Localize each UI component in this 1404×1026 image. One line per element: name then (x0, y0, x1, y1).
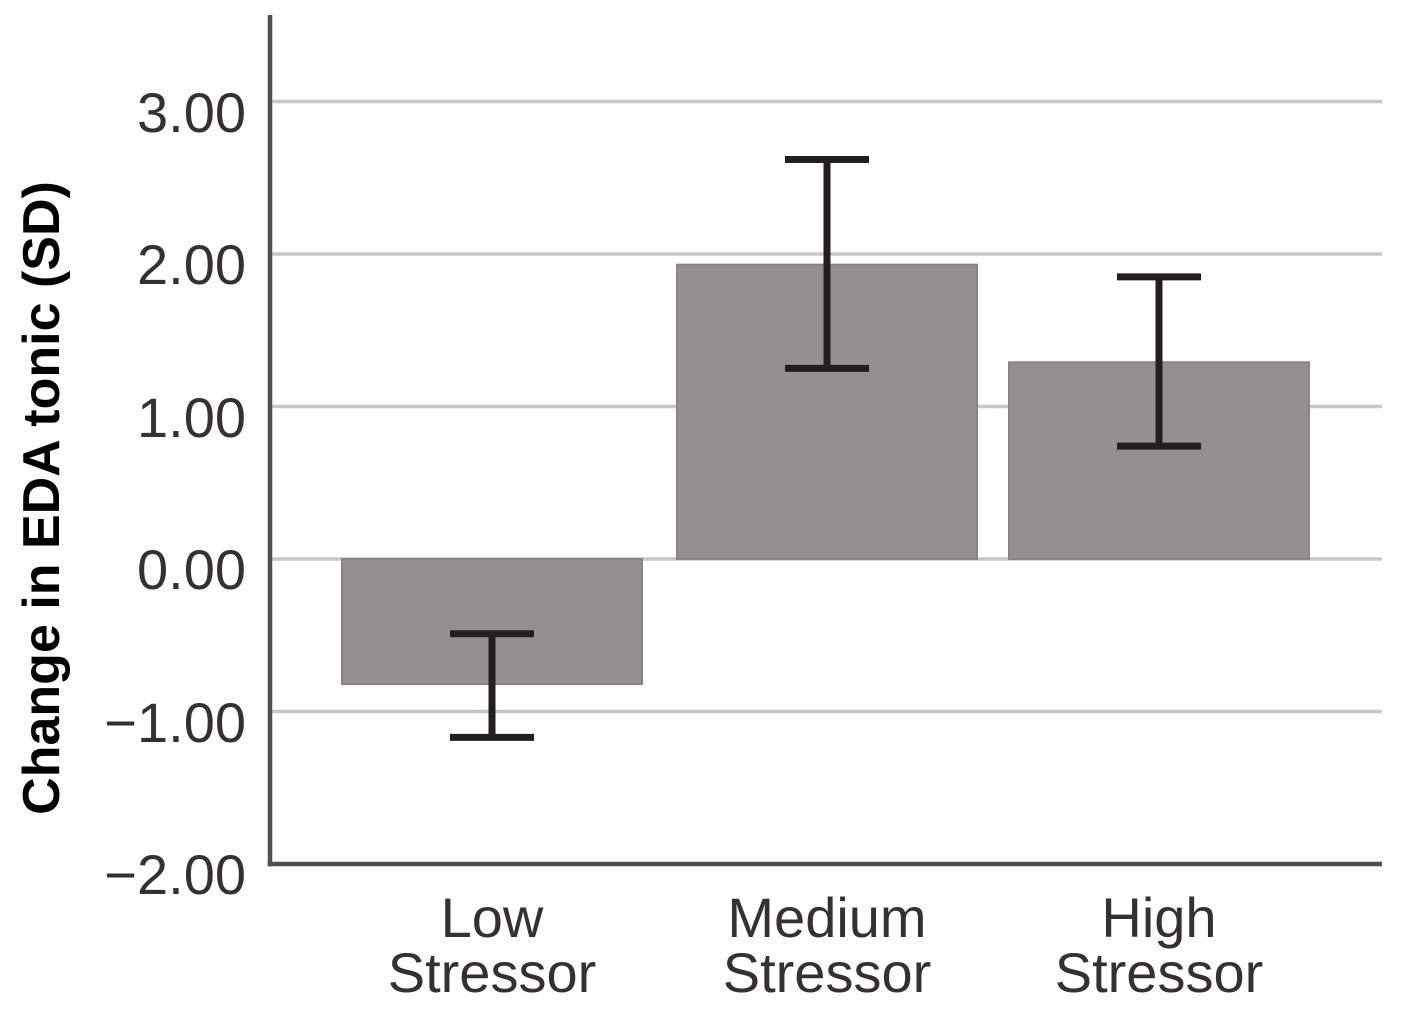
y-tick-label-0: 0.00 (137, 538, 246, 601)
x-tick-label-medium-stressor: Medium Stressor (722, 886, 932, 1004)
y-tick-label--1: −1.00 (104, 690, 246, 754)
y-tick-label-2: 2.00 (137, 233, 246, 296)
x-tick-label-low-stressor: Low Stressor (387, 886, 597, 1004)
y-tick-label-1: 1.00 (137, 385, 246, 449)
y-tick-label--2: −2.00 (104, 843, 246, 906)
bar-medium-stressor (676, 263, 978, 560)
y-tick-label-3: 3.00 (137, 80, 246, 144)
x-tick-label-high-stressor: High Stressor (1054, 886, 1264, 1004)
